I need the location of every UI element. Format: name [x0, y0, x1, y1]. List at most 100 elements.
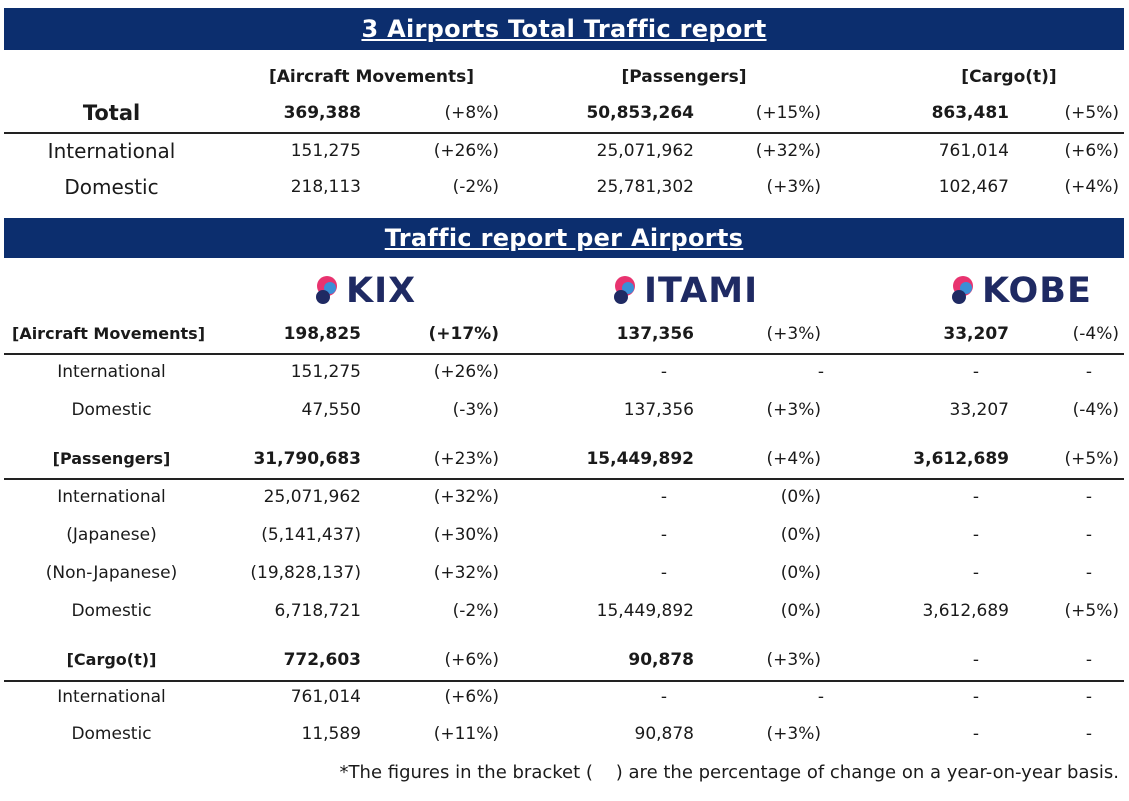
- kix-value: 772,603: [283, 650, 361, 670]
- divider: [4, 353, 1124, 355]
- itami-logo-mark-icon: [614, 276, 635, 304]
- row-label: Domestic: [64, 175, 159, 199]
- section-label: [Cargo(t)]: [66, 650, 157, 669]
- itami-value: -: [660, 563, 668, 583]
- kobe-logo-text: KOBE: [982, 271, 1092, 311]
- header-movements: [Aircraft Movements]: [268, 67, 475, 87]
- kobe-value: -: [972, 487, 980, 507]
- total-report-banner: 3 Airports Total Traffic report: [4, 8, 1124, 50]
- passengers-non-japanese-row: (Non-Japanese) (19,828,137) (+32%) - (0%…: [4, 556, 1124, 590]
- row-label: (Non-Japanese): [45, 563, 178, 583]
- total-international-row: International 151,275 (+26%) 25,071,962 …: [4, 134, 1124, 168]
- kix-change: (+30%): [433, 525, 499, 545]
- row-label: Domestic: [71, 724, 152, 744]
- cargo-change: (+4%): [1064, 177, 1119, 197]
- kix-value: 47,550: [301, 400, 361, 420]
- passengers-change: (+3%): [766, 177, 821, 197]
- kix-change: (+11%): [433, 724, 499, 744]
- kobe-value: -: [972, 687, 980, 707]
- total-row: Total 369,388 (+8%) 50,853,264 (+15%) 86…: [4, 96, 1124, 130]
- kobe-change: -: [1085, 362, 1093, 382]
- row-label: Domestic: [71, 601, 152, 621]
- passengers-domestic-row: Domestic 6,718,721 (-2%) 15,449,892 (0%)…: [4, 594, 1124, 628]
- kobe-change: -: [1085, 563, 1093, 583]
- movements-value: 151,275: [290, 141, 361, 161]
- cargo-total-row: [Cargo(t)] 772,603 (+6%) 90,878 (+3%) - …: [4, 643, 1124, 677]
- itami-change: (+3%): [766, 724, 821, 744]
- itami-change: (+3%): [766, 650, 821, 670]
- header-passengers: [Passengers]: [621, 67, 747, 87]
- cargo-value: 102,467: [938, 177, 1009, 197]
- kobe-value: -: [972, 362, 980, 382]
- kix-logo: KIX: [312, 271, 416, 311]
- kobe-logo-mark-icon: [952, 276, 973, 304]
- cargo-value: 863,481: [931, 103, 1009, 123]
- row-label: International: [47, 139, 176, 163]
- row-label: International: [57, 362, 166, 382]
- itami-change: (0%): [780, 525, 821, 545]
- itami-change: -: [817, 687, 825, 707]
- kix-change: (+17%): [428, 324, 499, 344]
- divider: [4, 680, 1124, 682]
- kix-change: (+6%): [444, 687, 499, 707]
- itami-value: -: [660, 525, 668, 545]
- itami-value: -: [660, 362, 668, 382]
- kix-value: 31,790,683: [253, 449, 361, 469]
- kix-value: 151,275: [290, 362, 361, 382]
- cargo-value: 761,014: [938, 141, 1009, 161]
- kobe-change: (+5%): [1064, 449, 1119, 469]
- itami-value: 90,878: [628, 650, 694, 670]
- itami-value: -: [660, 687, 668, 707]
- movements-value: 218,113: [290, 177, 361, 197]
- total-report-title: 3 Airports Total Traffic report: [361, 15, 767, 43]
- kobe-value: -: [972, 724, 980, 744]
- per-airport-banner: Traffic report per Airports: [4, 218, 1124, 258]
- kix-change: (+32%): [433, 563, 499, 583]
- passengers-value: 25,781,302: [596, 177, 694, 197]
- kix-value: 6,718,721: [274, 601, 361, 621]
- passengers-japanese-row: (Japanese) (5,141,437) (+30%) - (0%) - -: [4, 518, 1124, 552]
- itami-logo-text: ITAMI: [644, 271, 759, 311]
- itami-value: 90,878: [634, 724, 694, 744]
- kobe-change: (-4%): [1072, 400, 1119, 420]
- passengers-value: 50,853,264: [586, 103, 694, 123]
- total-column-headers: [Aircraft Movements] [Passengers] [Cargo…: [4, 60, 1124, 94]
- passengers-change: (+32%): [755, 141, 821, 161]
- itami-change: -: [817, 362, 825, 382]
- kobe-value: 33,207: [943, 324, 1009, 344]
- kix-change: (+23%): [433, 449, 499, 469]
- kobe-value: -: [972, 650, 980, 670]
- movements-total-row: [Aircraft Movements] 198,825 (+17%) 137,…: [4, 317, 1124, 351]
- kix-change: (-2%): [452, 601, 499, 621]
- itami-change: (+3%): [766, 324, 821, 344]
- kobe-change: (-4%): [1072, 324, 1119, 344]
- divider: [4, 132, 1124, 134]
- kobe-change: (+5%): [1064, 601, 1119, 621]
- kix-change: (+6%): [444, 650, 499, 670]
- passengers-international-row: International 25,071,962 (+32%) - (0%) -…: [4, 480, 1124, 514]
- movements-international-row: International 151,275 (+26%) - - - -: [4, 355, 1124, 389]
- row-label: International: [57, 487, 166, 507]
- header-cargo: [Cargo(t)]: [961, 67, 1057, 87]
- kix-value: 25,071,962: [263, 487, 361, 507]
- section-label: [Aircraft Movements]: [12, 324, 206, 343]
- itami-value: -: [660, 487, 668, 507]
- passengers-value: 25,071,962: [596, 141, 694, 161]
- itami-change: (+3%): [766, 400, 821, 420]
- kobe-change: -: [1085, 724, 1093, 744]
- itami-change: (0%): [780, 601, 821, 621]
- kobe-logo: KOBE: [948, 271, 1092, 311]
- cargo-change: (+5%): [1064, 103, 1119, 123]
- itami-value: 15,449,892: [586, 449, 694, 469]
- movements-change: (-2%): [452, 177, 499, 197]
- section-label: [Passengers]: [52, 449, 171, 468]
- movements-domestic-row: Domestic 47,550 (-3%) 137,356 (+3%) 33,2…: [4, 393, 1124, 427]
- row-label: Total: [82, 101, 141, 125]
- kix-value: (5,141,437): [261, 525, 361, 545]
- kobe-value: -: [972, 525, 980, 545]
- kobe-change: -: [1085, 525, 1093, 545]
- itami-change: (0%): [780, 487, 821, 507]
- row-label: (Japanese): [66, 525, 157, 545]
- kix-value: (19,828,137): [250, 563, 361, 583]
- cargo-international-row: International 761,014 (+6%) - - - -: [4, 680, 1124, 714]
